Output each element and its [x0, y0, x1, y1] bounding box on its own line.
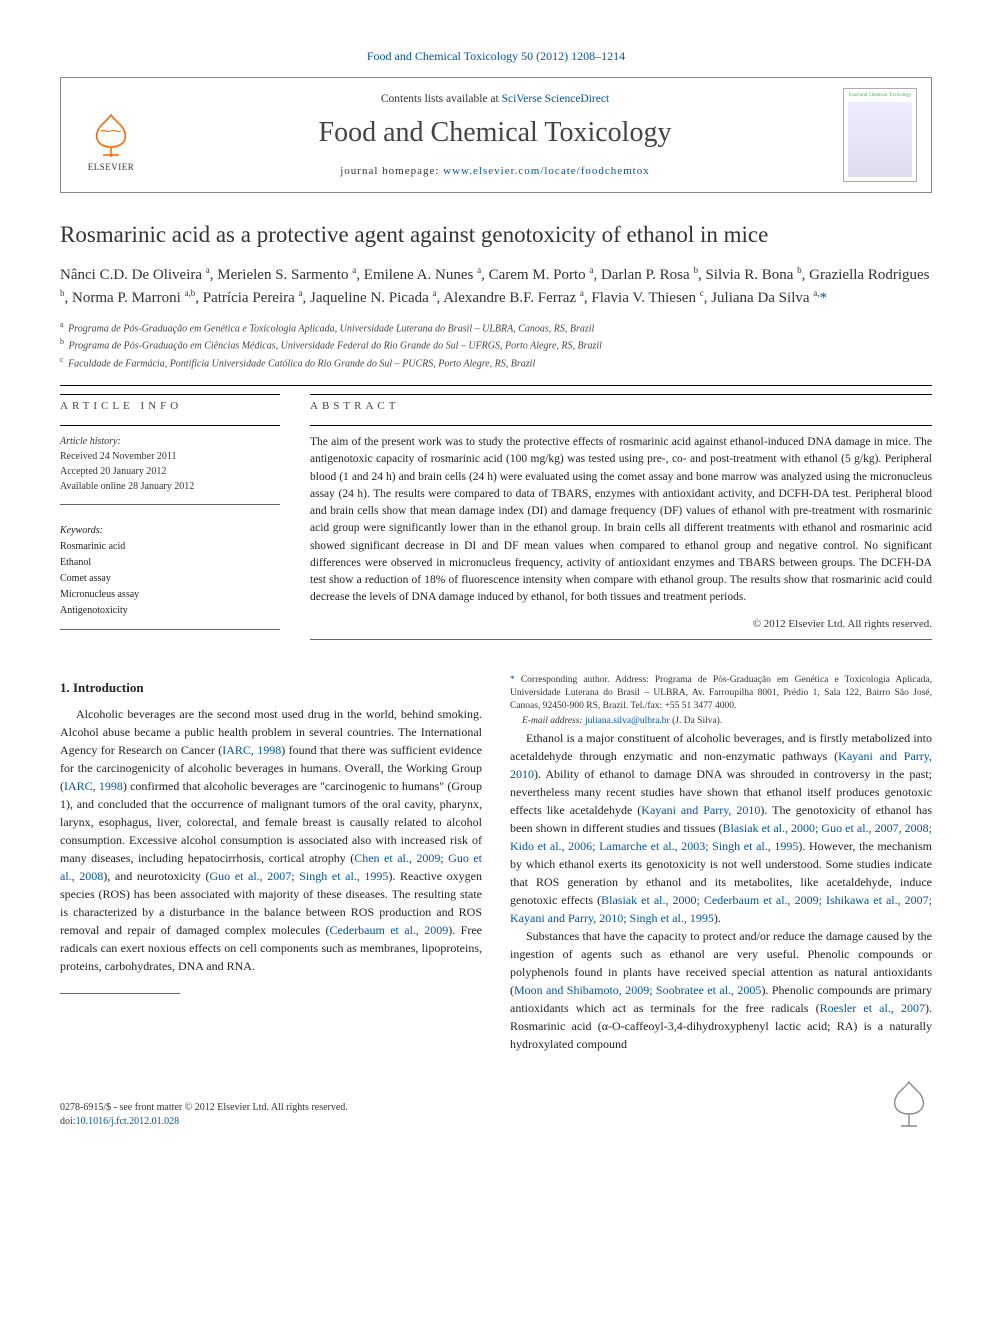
authors-text: Nânci C.D. De Oliveira a, Merielen S. Sa… [60, 267, 929, 306]
abstract-col: abstract The aim of the present work was… [310, 394, 932, 645]
email-suffix: (J. Da Silva). [670, 716, 723, 726]
doi-line: doi:10.1016/j.fct.2012.01.028 [60, 1115, 348, 1129]
publisher-logo-text: ELSEVIER [88, 161, 135, 174]
ref-link[interactable]: Guo et al., 2007; Singh et al., 1995 [209, 869, 388, 883]
homepage-link[interactable]: www.elsevier.com/locate/foodchemtox [443, 165, 650, 177]
corr-text: Corresponding author. Address: Programa … [510, 675, 932, 712]
ref-link[interactable]: Kayani and Parry, 2010 [641, 803, 760, 817]
rule-top [60, 385, 932, 386]
section-heading-intro: 1. Introduction [60, 678, 482, 698]
article-title: Rosmarinic acid as a protective agent ag… [60, 221, 932, 250]
intro-para-3: Substances that have the capacity to pro… [510, 927, 932, 1053]
doi-prefix: doi: [60, 1116, 76, 1127]
keywords-block: Keywords: Rosmarinic acidEthanolComet as… [60, 523, 280, 619]
intro-para-2: Ethanol is a major constituent of alcoho… [510, 729, 932, 927]
info-divider-bottom [60, 629, 280, 630]
history-label: Article history: [60, 434, 280, 449]
article-info-col: article info Article history: Received 2… [60, 394, 280, 645]
info-divider [60, 504, 280, 505]
issn-line: 0278-6915/$ - see front matter © 2012 El… [60, 1101, 348, 1115]
header-center: Contents lists available at SciVerse Sci… [165, 91, 825, 180]
ref-link[interactable]: Roesler et al., 2007 [820, 1001, 925, 1015]
contents-link[interactable]: SciVerse ScienceDirect [502, 93, 610, 105]
contents-line: Contents lists available at SciVerse Sci… [165, 91, 825, 108]
history-online: Available online 28 January 2012 [60, 481, 194, 492]
keywords-list: Rosmarinic acidEthanolComet assayMicronu… [60, 541, 139, 616]
cover-art-placeholder [848, 102, 912, 178]
affiliations: a Programa de Pós-Graduação em Genética … [60, 319, 932, 371]
journal-header: ELSEVIER Contents lists available at Sci… [60, 77, 932, 193]
info-abstract-row: article info Article history: Received 2… [60, 394, 932, 645]
footer-left: 0278-6915/$ - see front matter © 2012 El… [60, 1101, 348, 1129]
ref-link[interactable]: IARC, 1998 [222, 743, 281, 757]
history-received: Received 24 November 2011 [60, 451, 177, 462]
footnote-separator [60, 993, 180, 994]
email-footnote: E-mail address: juliana.silva@ulbra.br (… [510, 715, 932, 728]
article-history: Article history: Received 24 November 20… [60, 434, 280, 494]
abstract-bottom-rule [310, 639, 932, 640]
journal-name: Food and Chemical Toxicology [165, 113, 825, 154]
page-footer: 0278-6915/$ - see front matter © 2012 El… [60, 1079, 932, 1129]
journal-cover-thumb: Food and Chemical Toxicology [843, 88, 917, 182]
keywords-label: Keywords: [60, 523, 280, 539]
contents-prefix: Contents lists available at [381, 93, 502, 105]
p1-d: ), and neurotoxicity ( [103, 869, 209, 883]
elsevier-footer-icon [886, 1079, 932, 1129]
abstract-copyright: © 2012 Elsevier Ltd. All rights reserved… [310, 617, 932, 633]
ref-link[interactable]: Moon and Shibamoto, 2009; Soobratee et a… [514, 983, 761, 997]
author-list: Nânci C.D. De Oliveira a, Merielen S. Sa… [60, 264, 932, 309]
footnotes: * Corresponding author. Address: Program… [510, 674, 932, 729]
doi-link[interactable]: 10.1016/j.fct.2012.01.028 [76, 1116, 180, 1127]
ref-link[interactable]: IARC, 1998 [64, 779, 123, 793]
ref-link[interactable]: Cederbaum et al., 2009 [330, 923, 449, 937]
email-link[interactable]: juliana.silva@ulbra.br [585, 716, 670, 726]
elsevier-tree-icon [87, 111, 135, 159]
article-body: 1. Introduction Alcoholic beverages are … [60, 674, 932, 1053]
abstract-text: The aim of the present work was to study… [310, 434, 932, 607]
top-citation: Food and Chemical Toxicology 50 (2012) 1… [60, 48, 932, 65]
email-label: E-mail address: [522, 716, 585, 726]
history-accepted: Accepted 20 January 2012 [60, 466, 166, 477]
intro-para-1: Alcoholic beverages are the second most … [60, 705, 482, 975]
publisher-logo: ELSEVIER [75, 96, 147, 174]
abstract-heading: abstract [310, 399, 932, 415]
homepage-line: journal homepage: www.elsevier.com/locat… [165, 164, 825, 180]
top-citation-link[interactable]: Food and Chemical Toxicology 50 (2012) 1… [367, 49, 625, 63]
cover-caption: Food and Chemical Toxicology [848, 93, 911, 99]
homepage-prefix: journal homepage: [340, 165, 443, 177]
corresponding-marker[interactable]: * [820, 290, 828, 306]
p2-e: ). [714, 911, 721, 925]
article-info-heading: article info [60, 399, 280, 415]
corresponding-footnote: * Corresponding author. Address: Program… [510, 674, 932, 714]
